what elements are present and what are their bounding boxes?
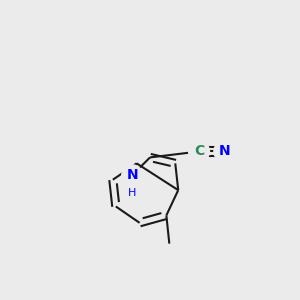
Circle shape <box>214 141 235 162</box>
Text: H: H <box>128 188 136 198</box>
Text: C: C <box>194 145 204 158</box>
Circle shape <box>122 165 142 186</box>
Text: N: N <box>126 168 138 182</box>
Text: N: N <box>218 145 230 158</box>
Circle shape <box>189 141 209 162</box>
